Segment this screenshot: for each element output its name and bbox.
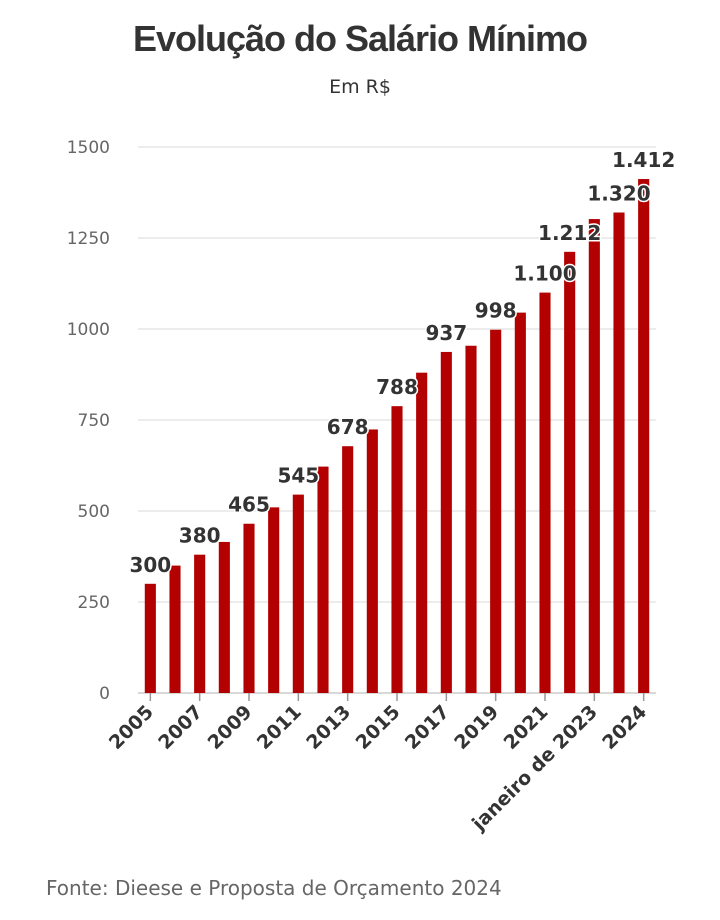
- data-label: 937: [425, 321, 467, 345]
- bar: [440, 351, 452, 693]
- bar: [317, 466, 329, 693]
- bar: [366, 429, 378, 693]
- chart-subtitle: Em R$: [329, 76, 391, 98]
- data-label: 1.212: [538, 221, 601, 245]
- bar: [292, 494, 304, 693]
- data-label: 545: [277, 464, 319, 488]
- data-label: 380: [179, 524, 221, 548]
- y-tick-label: 500: [78, 502, 110, 522]
- bar: [638, 179, 650, 694]
- bar: [416, 372, 428, 693]
- bar: [465, 345, 477, 693]
- data-label: 678: [327, 415, 369, 439]
- data-label: 788: [376, 375, 418, 399]
- y-tick-label: 250: [78, 593, 110, 613]
- data-label: 465: [228, 493, 270, 517]
- data-labels: 300 380 465 545 678 788 937 998 1.100 1.212 1.320 1…: [128, 147, 677, 579]
- bar: [391, 406, 403, 693]
- bars: [144, 179, 650, 694]
- y-axis: 0 250 500 750 1000 1250 1500: [67, 138, 110, 704]
- y-tick-label: 1000: [67, 320, 110, 340]
- bar: [144, 583, 156, 693]
- y-tick-label: 1250: [67, 229, 110, 249]
- bar: [194, 554, 206, 693]
- data-label: 1.412: [612, 148, 675, 172]
- bar: [243, 523, 255, 693]
- bar: [268, 507, 280, 693]
- data-label: 1.320: [587, 182, 650, 206]
- x-tick-label: 2009: [204, 701, 257, 754]
- x-tick-label: 2015: [352, 701, 405, 754]
- bar: [218, 541, 230, 693]
- bar: [588, 219, 600, 693]
- bar: [539, 292, 551, 693]
- bar: [564, 251, 576, 693]
- x-tick-label: 2011: [253, 701, 306, 754]
- x-tick-label: 2019: [450, 701, 503, 754]
- source-note: Fonte: Dieese e Proposta de Orçamento 20…: [46, 876, 502, 900]
- bar: [613, 212, 625, 693]
- data-label: 1.100: [513, 262, 576, 286]
- bar: [342, 446, 354, 693]
- bar: [514, 312, 526, 693]
- x-tick-label: 2007: [154, 701, 207, 754]
- bar: [490, 329, 502, 693]
- y-tick-label: 0: [99, 684, 110, 704]
- y-tick-label: 1500: [67, 138, 110, 158]
- bar: [169, 565, 181, 693]
- y-tick-label: 750: [78, 411, 110, 431]
- data-label: 300: [129, 553, 171, 577]
- data-label: 998: [475, 299, 517, 323]
- x-tick-label: 2005: [105, 701, 158, 754]
- x-tick-label: 2024: [598, 701, 651, 754]
- chart-title: Evolução do Salário Mínimo: [132, 18, 588, 59]
- x-axis: 200520072009201120132015201720192021jane…: [105, 693, 651, 836]
- x-tick-label: 2013: [302, 701, 355, 754]
- x-tick-label: 2017: [401, 701, 454, 754]
